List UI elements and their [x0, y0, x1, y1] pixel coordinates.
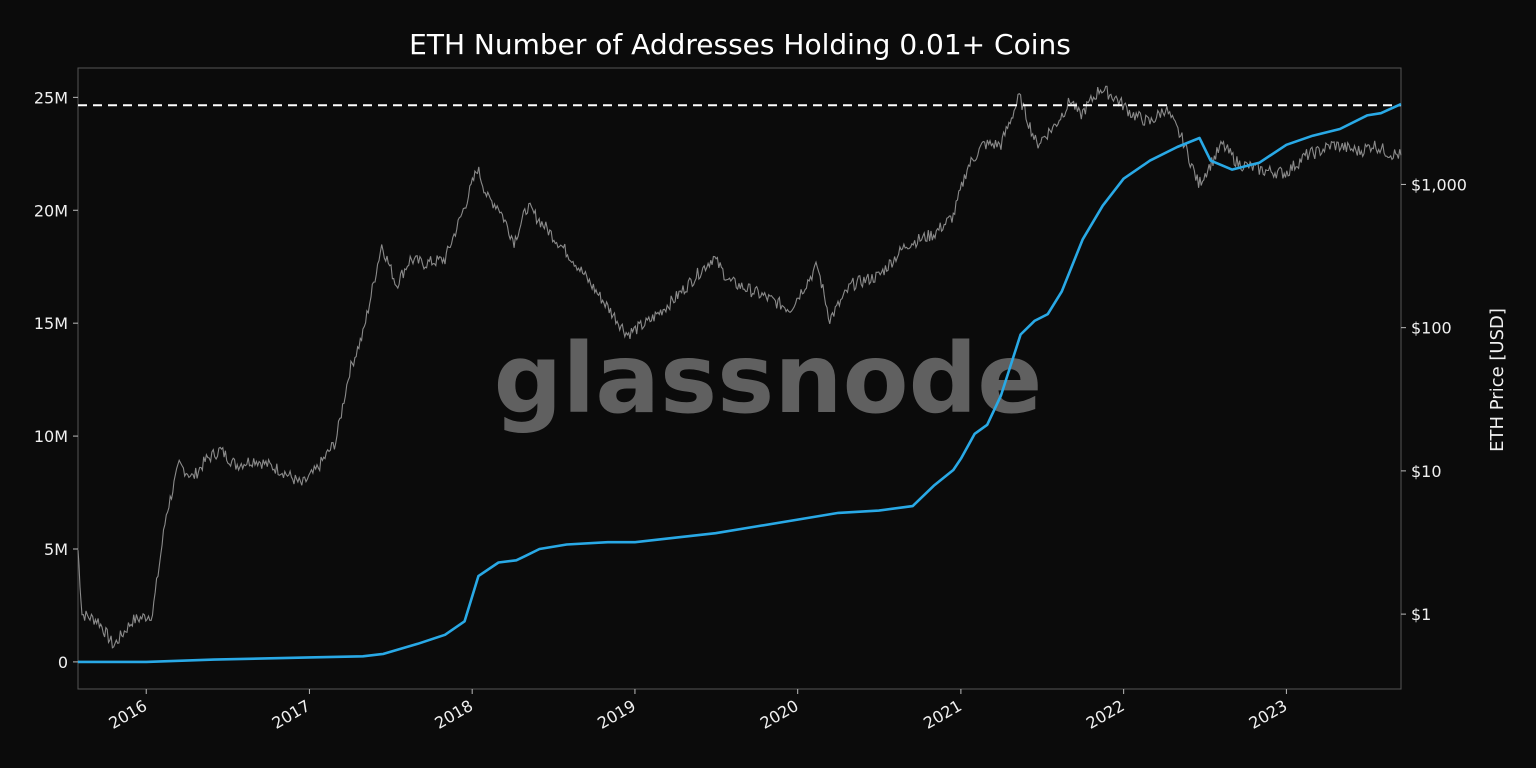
- y-right-tick-label: $10: [1411, 462, 1442, 481]
- x-tick-label: 2023: [1246, 696, 1291, 733]
- y-axis-right-label: ETH Price [USD]: [1487, 308, 1508, 452]
- x-ticks: 2016 2017 2018 2019 2020 2021 2022 2023: [105, 689, 1290, 733]
- y-left-tick-label: 25M: [34, 88, 68, 107]
- price-series-line: [77, 85, 1402, 649]
- y-right-tick-label: $100: [1411, 319, 1452, 338]
- y-right-tick-label: $1,000: [1411, 175, 1467, 194]
- x-tick-label: 2021: [920, 696, 965, 733]
- x-tick-label: 2016: [105, 696, 150, 733]
- x-tick-label: 2017: [269, 696, 314, 733]
- y-left-tick-label: 0: [58, 653, 68, 672]
- y-left-tick-label: 10M: [34, 427, 68, 446]
- y-right-tick-label: $1: [1411, 605, 1431, 624]
- series-group: [77, 85, 1402, 664]
- x-tick-label: 2018: [431, 696, 476, 733]
- addresses-series-line: [78, 102, 1402, 664]
- y-left-ticks: 0 5M 10M 15M 20M 25M: [34, 88, 78, 672]
- x-tick-label: 2020: [757, 696, 802, 733]
- y-left-tick-label: 5M: [44, 540, 68, 559]
- chart-title: ETH Number of Addresses Holding 0.01+ Co…: [409, 28, 1071, 61]
- y-left-tick-label: 20M: [34, 201, 68, 220]
- plot-frame: [77, 67, 1402, 690]
- x-tick-label: 2022: [1083, 696, 1128, 733]
- x-tick-label: 2019: [594, 696, 639, 733]
- y-right-ticks: $1 $10 $100 $1,000: [1401, 175, 1467, 624]
- watermark: glassnode: [494, 323, 1043, 435]
- y-left-tick-label: 15M: [34, 314, 68, 333]
